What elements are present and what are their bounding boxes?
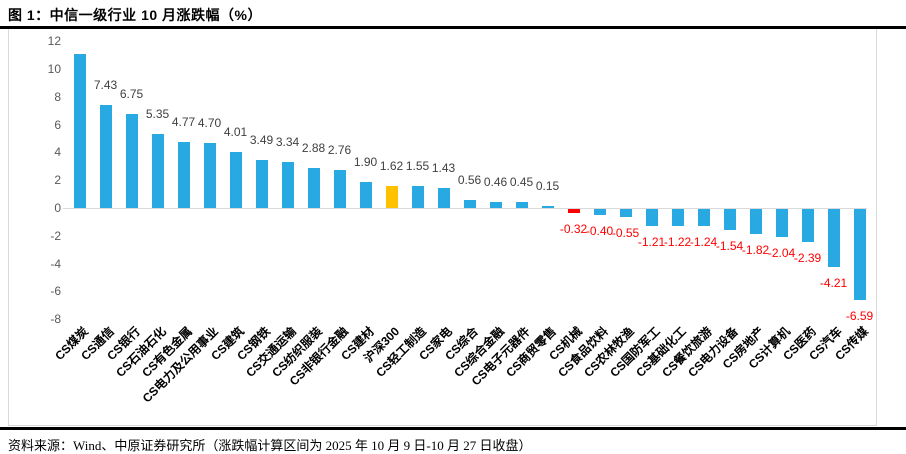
bar: [203, 142, 216, 208]
bar-value-label: 5.35: [145, 106, 170, 121]
y-axis-tick: 0: [54, 201, 61, 215]
bar-value-label: -2.04: [767, 246, 796, 261]
y-axis-tick: 12: [47, 34, 61, 49]
y-axis-tick: 6: [54, 117, 61, 132]
figure-title: 图 1：中信一级行业 10 月涨跌幅（%）: [8, 7, 262, 23]
bar-value-label: -2.39: [793, 251, 822, 266]
bar-value-label: -0.40: [585, 223, 614, 238]
y-axis-tick: 2: [54, 173, 61, 188]
bar: [151, 133, 164, 208]
bar-value-label: 0.45: [509, 174, 534, 189]
bar-value-label: -1.82: [741, 243, 770, 258]
y-axis-tick: -2: [50, 228, 61, 243]
bar-value-label: -6.59: [845, 309, 874, 324]
bar-value-label: 4.77: [171, 114, 196, 129]
bar-value-label: -0.32: [559, 222, 588, 237]
y-axis-tick: 4: [54, 145, 61, 160]
bar: [385, 185, 398, 208]
bar: [749, 209, 762, 235]
bar: [359, 181, 372, 208]
bar-value-label: 0.15: [535, 178, 560, 193]
bar-value-label: 0.46: [483, 174, 508, 189]
bar: [593, 209, 606, 215]
bar-value-label: 4.01: [223, 125, 248, 140]
bar-value-label: 2.88: [301, 141, 326, 156]
bar-value-label: -0.55: [611, 225, 640, 240]
bar: [307, 168, 320, 208]
bar-chart: 12 10 8 6 4 2 0 -2 -4 -6 -8 CS煤炭 7.43 CS通信 6.75 CS银行 5.3…: [8, 29, 877, 426]
bar-value-label: 2.76: [327, 142, 352, 157]
bar-value-label: 3.49: [249, 132, 274, 147]
bar-value-label: -1.24: [689, 235, 718, 250]
bar-value-label: 1.43: [431, 161, 456, 176]
bar-value-label: 1.55: [405, 159, 430, 174]
bar: [463, 200, 476, 208]
bar: [437, 188, 450, 208]
bar-value-label: 1.90: [353, 154, 378, 169]
y-axis-tick: 8: [54, 89, 61, 104]
bar-value-label: -4.21: [819, 276, 848, 291]
bar: [697, 209, 710, 227]
bar: [567, 209, 580, 214]
zero-axis-line: [63, 208, 867, 209]
bar: [671, 209, 684, 226]
bar: [723, 209, 736, 231]
bar-value-label: -1.54: [715, 239, 744, 254]
bar-value-label: 7.43: [93, 77, 118, 92]
y-axis-tick: -4: [50, 256, 61, 271]
bar: [125, 114, 138, 208]
bar-value-label: 3.34: [275, 134, 300, 149]
bar-value-label: 0.56: [457, 173, 482, 188]
footer-divider: [0, 427, 906, 430]
bar: [281, 161, 294, 208]
bar: [411, 186, 424, 208]
bar: [99, 104, 112, 208]
bar: [489, 201, 502, 208]
bar-value-label: 6.75: [119, 87, 144, 102]
bar: [645, 209, 658, 226]
bar-value-label: -1.21: [637, 234, 666, 249]
title-divider: [0, 26, 906, 29]
bar: [801, 209, 814, 243]
bar: [827, 209, 840, 268]
bar: [73, 54, 86, 208]
bar: [853, 209, 866, 301]
bar: [255, 159, 268, 208]
y-axis-tick: -8: [50, 312, 61, 327]
bar: [229, 152, 242, 208]
bar: [515, 201, 528, 208]
bar: [619, 209, 632, 217]
bar-value-label: 4.70: [197, 115, 222, 130]
y-axis-tick: 10: [47, 62, 61, 77]
bar: [541, 205, 554, 208]
bar-value-label: 1.62: [379, 158, 404, 173]
bar: [177, 141, 190, 208]
bar: [775, 209, 788, 238]
source-note: 资料来源：Wind、中原证券研究所（涨跌幅计算区间为 2025 年 10 月 9…: [8, 438, 532, 453]
y-axis-tick: -6: [50, 284, 61, 299]
bar: [333, 169, 346, 208]
bar-value-label: -1.22: [663, 234, 692, 249]
